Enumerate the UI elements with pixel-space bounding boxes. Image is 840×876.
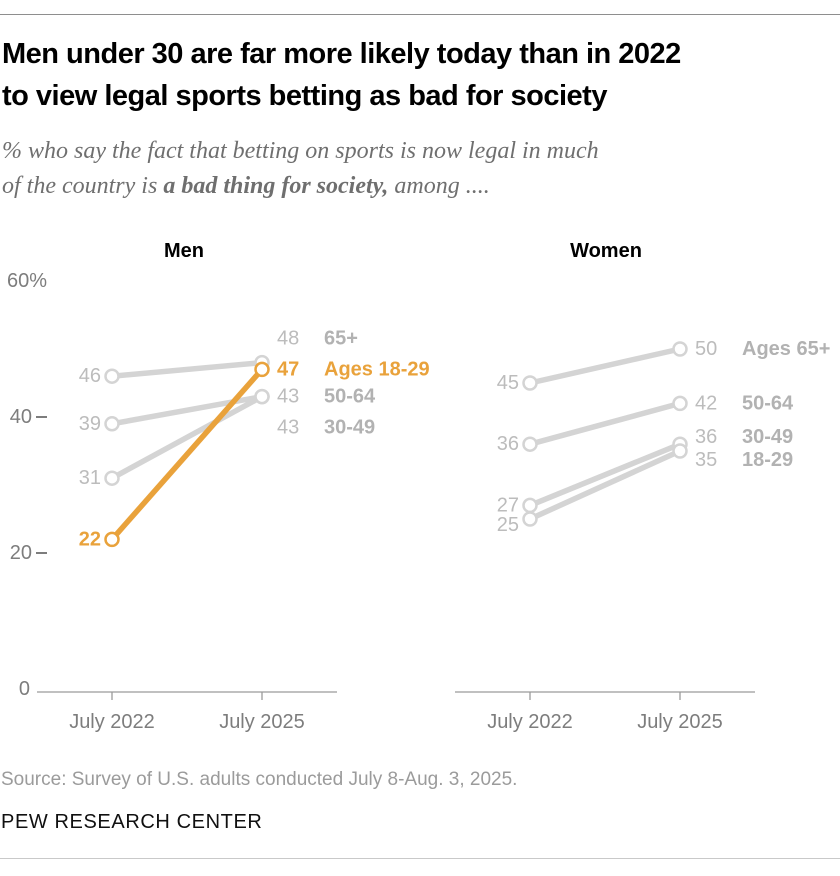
end-value-label: 43 <box>277 417 299 439</box>
subtitle-line2-post: among .... <box>388 173 490 199</box>
data-point <box>104 368 120 384</box>
series-name-label: Ages 18-29 <box>324 358 430 380</box>
slope-chart-canvas: 60% 40 20 0 Men July 2022 July 2025 46 48 65+ 22 47… <box>7 240 830 733</box>
data-point <box>522 511 538 527</box>
start-value-label: 36 <box>497 433 519 455</box>
data-point <box>522 436 538 452</box>
data-point <box>522 375 538 391</box>
start-value-label: 39 <box>79 413 101 435</box>
end-value-label: 48 <box>277 328 299 350</box>
page-title: Men under 30 are far more likely today t… <box>2 33 840 117</box>
start-value-label: 46 <box>79 365 101 387</box>
series-name-label: 65+ <box>324 328 358 350</box>
data-point <box>104 531 120 548</box>
source-note: Source: Survey of U.S. adults conducted … <box>1 769 518 790</box>
start-value-label: 31 <box>79 467 101 489</box>
page-title-line2: to view legal sports betting as bad for … <box>2 80 607 112</box>
x-tick-label: July 2022 <box>69 711 155 733</box>
series-line <box>528 448 682 522</box>
subtitle-line1: % who say the fact that betting on sport… <box>2 138 599 164</box>
panel-title: Women <box>570 240 642 262</box>
series-line <box>529 346 681 386</box>
y-tick-label: 40 <box>10 406 32 428</box>
end-value-label: 35 <box>695 449 717 471</box>
data-point <box>104 470 120 486</box>
series-name-label: 30-49 <box>324 417 375 439</box>
series-line <box>529 400 681 447</box>
data-point <box>672 341 688 357</box>
end-value-label: 43 <box>277 386 299 408</box>
series-name-label: 50-64 <box>324 386 376 408</box>
y-tick-label: 0 <box>19 678 30 700</box>
end-value-label: 47 <box>277 358 299 380</box>
end-value-label: 50 <box>695 338 717 360</box>
series-line <box>528 441 682 508</box>
x-tick-label: July 2025 <box>219 711 305 733</box>
series-name-label: 50-64 <box>742 392 794 414</box>
series-line <box>109 367 265 542</box>
top-divider <box>0 14 840 15</box>
start-value-label: 27 <box>497 494 519 516</box>
y-tick-label: 60% <box>7 270 47 292</box>
data-point <box>254 361 270 378</box>
bottom-divider <box>0 858 840 859</box>
x-tick-label: July 2025 <box>637 711 723 733</box>
series-name-label: Ages 65+ <box>742 338 830 360</box>
series-name-label: 30-49 <box>742 426 793 448</box>
x-tick-label: July 2022 <box>487 711 573 733</box>
panel-title: Men <box>164 240 204 262</box>
brand-wordmark: PEW RESEARCH CENTER <box>1 811 263 833</box>
data-point <box>522 497 538 514</box>
series-name-label: 18-29 <box>742 449 793 471</box>
subtitle-line2-pre: of the country is <box>2 173 164 199</box>
end-value-label: 36 <box>695 426 717 448</box>
data-point <box>254 388 270 405</box>
y-tick-label: 20 <box>10 542 32 564</box>
start-value-label: 25 <box>497 514 519 536</box>
start-value-label: 45 <box>497 372 519 394</box>
data-point <box>672 395 688 412</box>
end-value-label: 42 <box>695 392 717 414</box>
series-line <box>110 394 264 481</box>
start-value-label: 22 <box>79 528 101 550</box>
page-subtitle: % who say the fact that betting on sport… <box>2 134 832 204</box>
subtitle-line2-bold: a bad thing for society, <box>163 173 389 199</box>
page-title-line1: Men under 30 are far more likely today t… <box>2 38 681 70</box>
data-point <box>672 443 688 459</box>
data-point <box>104 416 120 432</box>
series-line <box>111 359 263 379</box>
